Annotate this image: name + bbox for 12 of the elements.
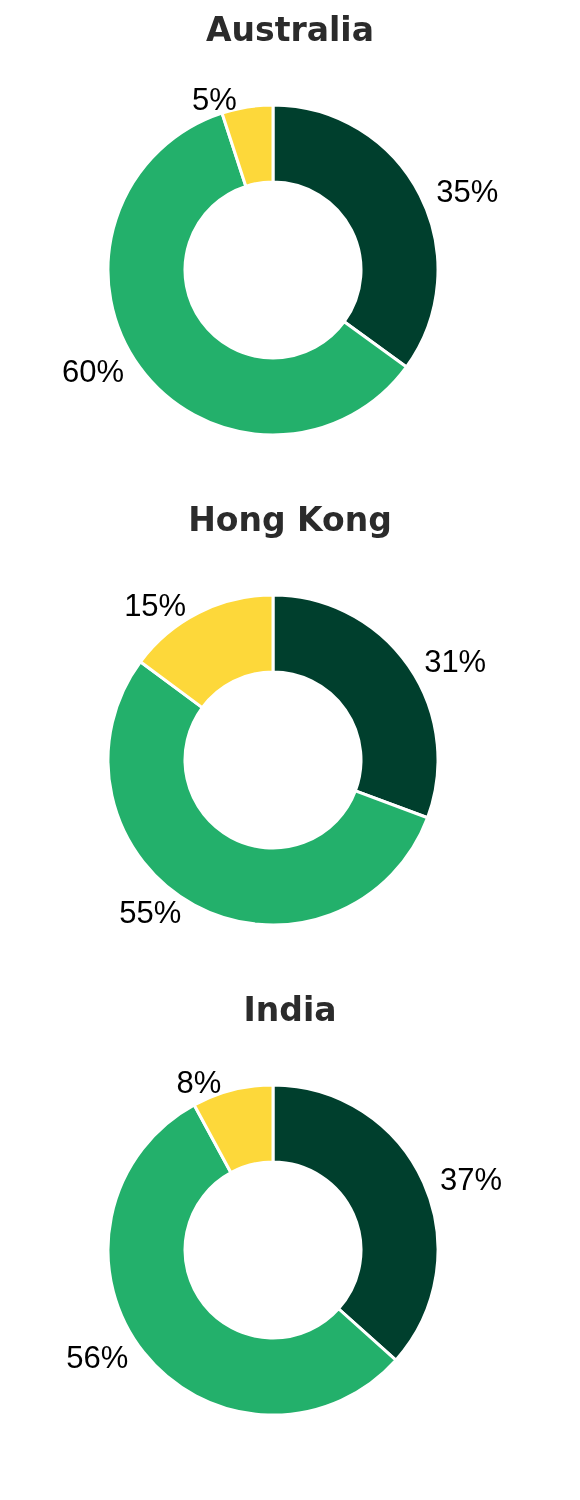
data-label: 55% xyxy=(119,894,182,930)
data-label: 15% xyxy=(124,587,187,623)
chart-title: Hong Kong xyxy=(188,500,392,539)
data-label: 5% xyxy=(192,81,237,117)
data-label: 35% xyxy=(436,173,499,209)
chart-title: India xyxy=(243,990,337,1029)
data-label: 37% xyxy=(439,1161,503,1197)
data-label: 8% xyxy=(176,1064,222,1100)
data-label: 31% xyxy=(424,643,487,679)
data-label: 56% xyxy=(66,1339,129,1375)
chart-title: Australia xyxy=(206,10,374,49)
data-label: 60% xyxy=(61,354,125,390)
